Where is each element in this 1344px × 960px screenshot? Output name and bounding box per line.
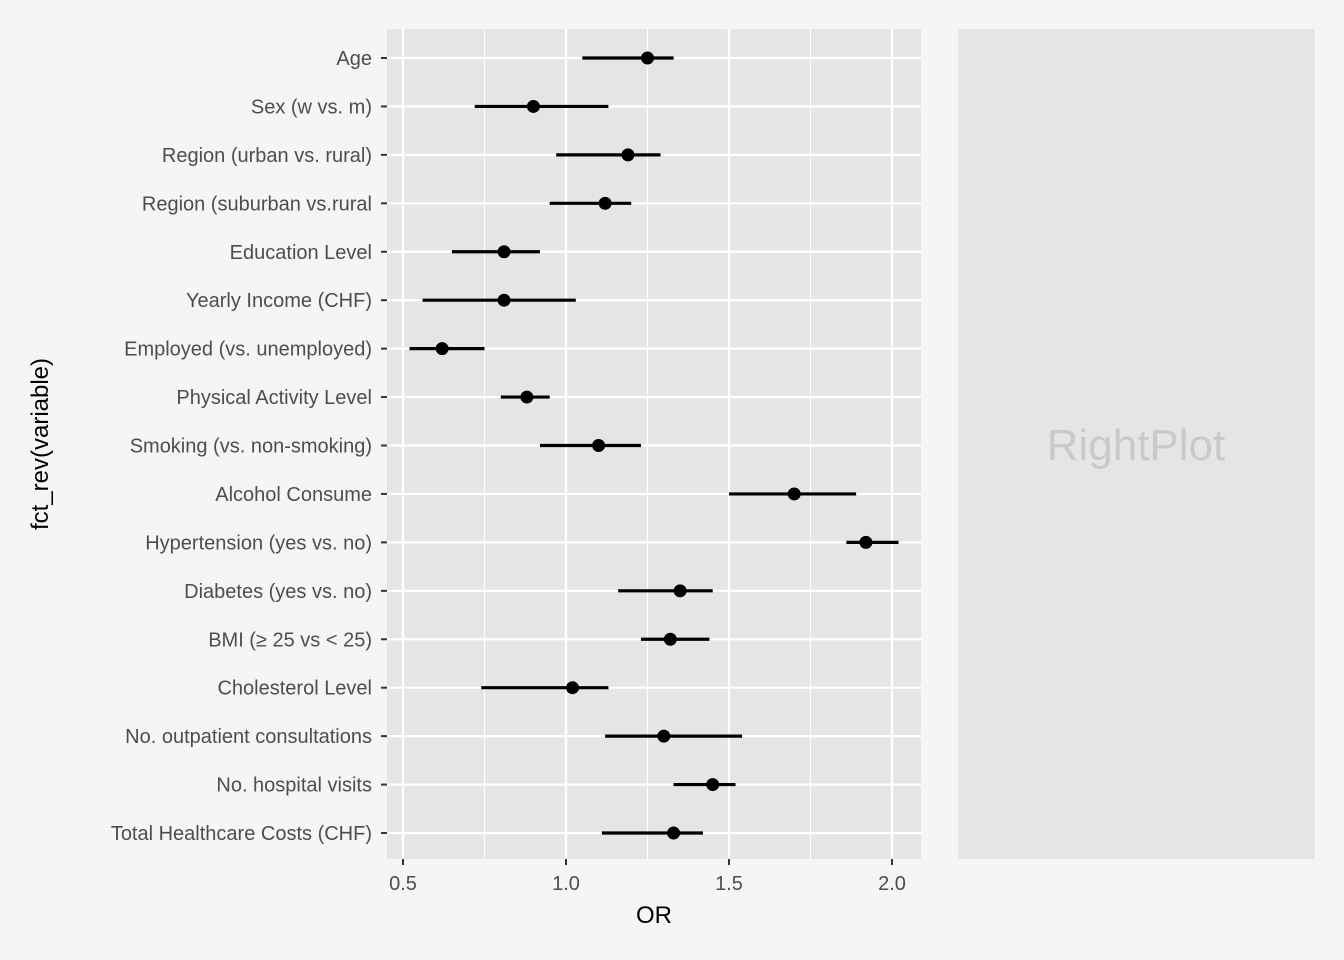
- estimate-point: [497, 245, 511, 259]
- y-tick-label: No. outpatient consultations: [125, 726, 372, 748]
- y-tick-label: Cholesterol Level: [217, 678, 372, 700]
- data-marks: [409, 51, 899, 840]
- y-tick-label: Alcohol Consume: [215, 484, 372, 506]
- estimate-point: [859, 535, 873, 549]
- x-tick-label: 0.5: [389, 873, 417, 895]
- y-tick-label: Diabetes (yes vs. no): [184, 581, 372, 603]
- estimate-point: [566, 681, 580, 695]
- y-tick-label: Education Level: [230, 242, 372, 264]
- estimate-point: [641, 51, 654, 65]
- estimate-point: [657, 729, 671, 743]
- y-tick-label: Yearly Income (CHF): [186, 290, 372, 312]
- x-axis-title: OR: [636, 902, 672, 929]
- y-axis-title: fct_rev(variable): [27, 358, 54, 530]
- estimate-point: [497, 293, 511, 307]
- estimate-point: [787, 487, 801, 501]
- estimate-point: [621, 148, 635, 162]
- axes: Age Sex (w vs. m) Region (urban vs. rural)…: [111, 48, 906, 895]
- y-tick-label: Region (suburban vs.rural: [142, 193, 372, 215]
- estimate-point: [667, 826, 681, 840]
- estimate-point: [592, 439, 606, 452]
- right-plot-panel: [958, 29, 1315, 859]
- y-tick-label: Region (urban vs. rural): [162, 145, 372, 167]
- y-tick-label: Smoking (vs. non-smoking): [130, 436, 372, 458]
- estimate-point: [520, 390, 534, 404]
- y-tick-label: Employed (vs. unemployed): [124, 339, 372, 361]
- estimate-point: [663, 632, 677, 646]
- right-plot-label: RightPlot: [1047, 421, 1226, 470]
- x-tick-label: 1.5: [715, 873, 743, 895]
- estimate-point: [526, 99, 540, 113]
- y-tick-label: BMI (≥ 25 vs < 25): [208, 629, 372, 651]
- x-tick-label: 1.0: [552, 873, 580, 895]
- estimate-point: [598, 196, 612, 210]
- y-tick-label: Physical Activity Level: [176, 387, 372, 409]
- estimate-point: [706, 778, 720, 792]
- y-tick-label: No. hospital visits: [216, 775, 372, 797]
- y-tick-label: Total Healthcare Costs (CHF): [111, 823, 372, 845]
- y-tick-label: Hypertension (yes vs. no): [145, 532, 372, 554]
- x-tick-label: 2.0: [878, 873, 906, 895]
- plot-panel: [387, 29, 921, 859]
- estimate-point: [673, 584, 687, 598]
- y-tick-label: Sex (w vs. m): [251, 96, 372, 118]
- y-tick-label: Age: [336, 48, 372, 70]
- estimate-point: [435, 342, 449, 356]
